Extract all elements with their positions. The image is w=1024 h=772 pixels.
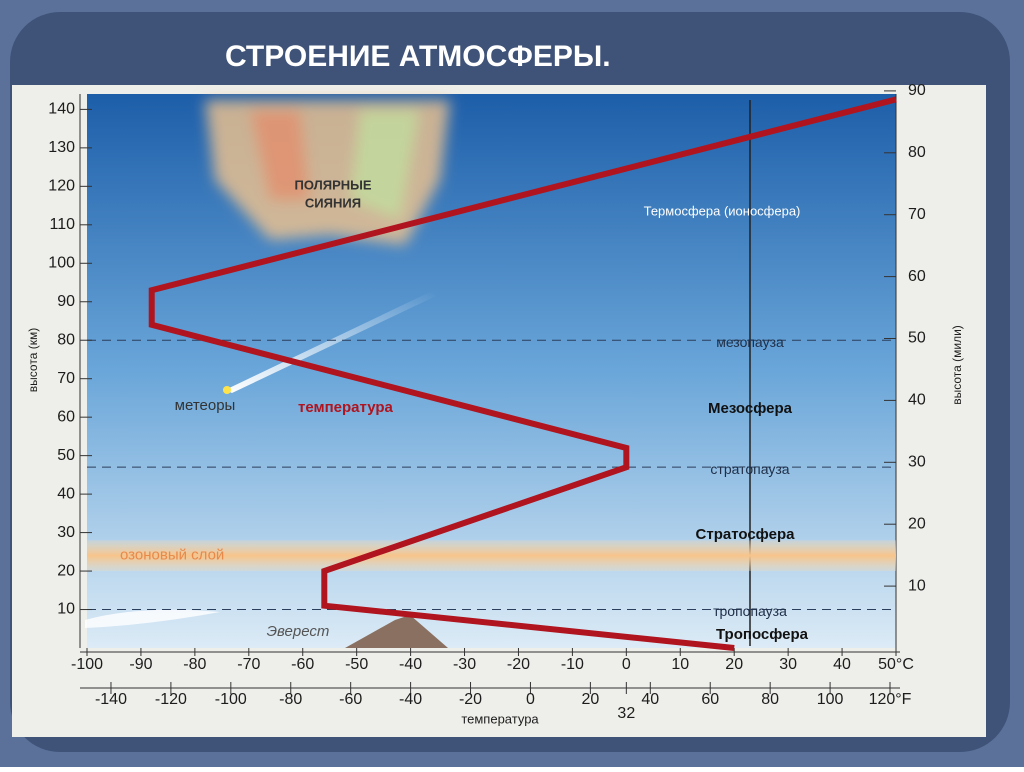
annotation: метеоры	[175, 397, 236, 414]
x-tick-label: -70	[237, 656, 260, 673]
x-tick-label: -10	[561, 656, 584, 673]
y2-axis-label: высота (мили)	[950, 325, 964, 405]
x-tick-label: 20	[725, 656, 743, 673]
y-tick-label: 60	[57, 408, 75, 425]
x2-tick-label: 100	[817, 691, 844, 708]
y2-tick-label: 70	[908, 206, 926, 223]
x2-tick-label: -80	[279, 691, 302, 708]
y-tick-label: 140	[48, 101, 75, 118]
y-tick-label: 90	[57, 293, 75, 310]
x2-tick-label: 60	[701, 691, 719, 708]
annotation: Стратосфера	[696, 526, 796, 543]
everest	[345, 615, 448, 648]
x2-tick-label: -120	[155, 691, 187, 708]
x-tick-label: 50°C	[878, 656, 914, 673]
x-tick-label: -90	[129, 656, 152, 673]
cloud	[85, 609, 220, 628]
slide-title: СТРОЕНИЕ АТМОСФЕРЫ.	[225, 40, 611, 73]
x-tick-label: -40	[399, 656, 422, 673]
x2-tick-label: 32	[617, 705, 635, 722]
x2-tick-label: -20	[459, 691, 482, 708]
y-tick-label: 20	[57, 562, 75, 579]
annotation: СИЯНИЯ	[305, 195, 361, 210]
y-tick-label: 80	[57, 331, 75, 348]
y2-tick-label: 50	[908, 330, 926, 347]
y2-tick-label: 80	[908, 144, 926, 161]
y-tick-label: 10	[57, 601, 75, 618]
y-tick-label: 40	[57, 485, 75, 502]
y-axis-label: высота (км)	[26, 328, 40, 392]
x2-tick-label: -100	[215, 691, 247, 708]
x-tick-label: 10	[671, 656, 689, 673]
x2-tick-label: 0	[526, 691, 535, 708]
x2-tick-label: 80	[761, 691, 779, 708]
y2-tick-label: 10	[908, 577, 926, 594]
y2-tick-label: 30	[908, 454, 926, 471]
layer-label: стратопауза	[710, 461, 789, 477]
y-tick-label: 50	[57, 447, 75, 464]
y-tick-label: 120	[48, 178, 75, 195]
x2-tick-label: -60	[339, 691, 362, 708]
layer-label: тропопауза	[713, 603, 787, 619]
annotation: Мезосфера	[708, 400, 793, 417]
annotation: Эверест	[267, 623, 330, 640]
x-axis-label: температура	[461, 711, 539, 726]
y-tick-label: 110	[49, 216, 75, 233]
x-tick-label: -100	[71, 656, 103, 673]
aurora	[205, 100, 450, 245]
x-tick-label: -30	[453, 656, 476, 673]
y-tick-label: 100	[48, 254, 75, 271]
ozone-layer	[87, 540, 896, 572]
y-tick-label: 70	[57, 370, 75, 387]
annotation: Тропосфера	[716, 626, 809, 643]
x-tick-label: -50	[345, 656, 368, 673]
ozone-label: озоновый слой	[120, 547, 224, 564]
x2-tick-label: 40	[641, 691, 659, 708]
annotation: ПОЛЯРНЫЕ	[294, 177, 371, 192]
x2-tick-label: -40	[399, 691, 422, 708]
y-tick-label: 130	[48, 139, 75, 156]
y-tick-label: 30	[57, 524, 75, 541]
x-tick-label: -20	[507, 656, 530, 673]
series-label: температура	[298, 399, 394, 416]
x-tick-label: 30	[779, 656, 797, 673]
y2-tick-label: 90	[908, 82, 926, 99]
annotation: Термосфера (ионосфера)	[644, 203, 801, 218]
x2-tick-label: 120°F	[869, 691, 912, 708]
x2-tick-label: 20	[581, 691, 599, 708]
temperature-line	[148, 96, 897, 651]
x2-tick-label: -140	[95, 691, 127, 708]
y2-tick-label: 40	[908, 392, 926, 409]
x-tick-label: 0	[622, 656, 631, 673]
y2-tick-label: 60	[908, 268, 926, 285]
meteor-trail	[225, 292, 436, 393]
x-tick-label: -80	[183, 656, 206, 673]
x-tick-label: 40	[833, 656, 851, 673]
meteor	[223, 386, 231, 394]
x-tick-label: -60	[291, 656, 314, 673]
layer-label: мезопауза	[716, 334, 784, 350]
y2-tick-label: 20	[908, 515, 926, 532]
